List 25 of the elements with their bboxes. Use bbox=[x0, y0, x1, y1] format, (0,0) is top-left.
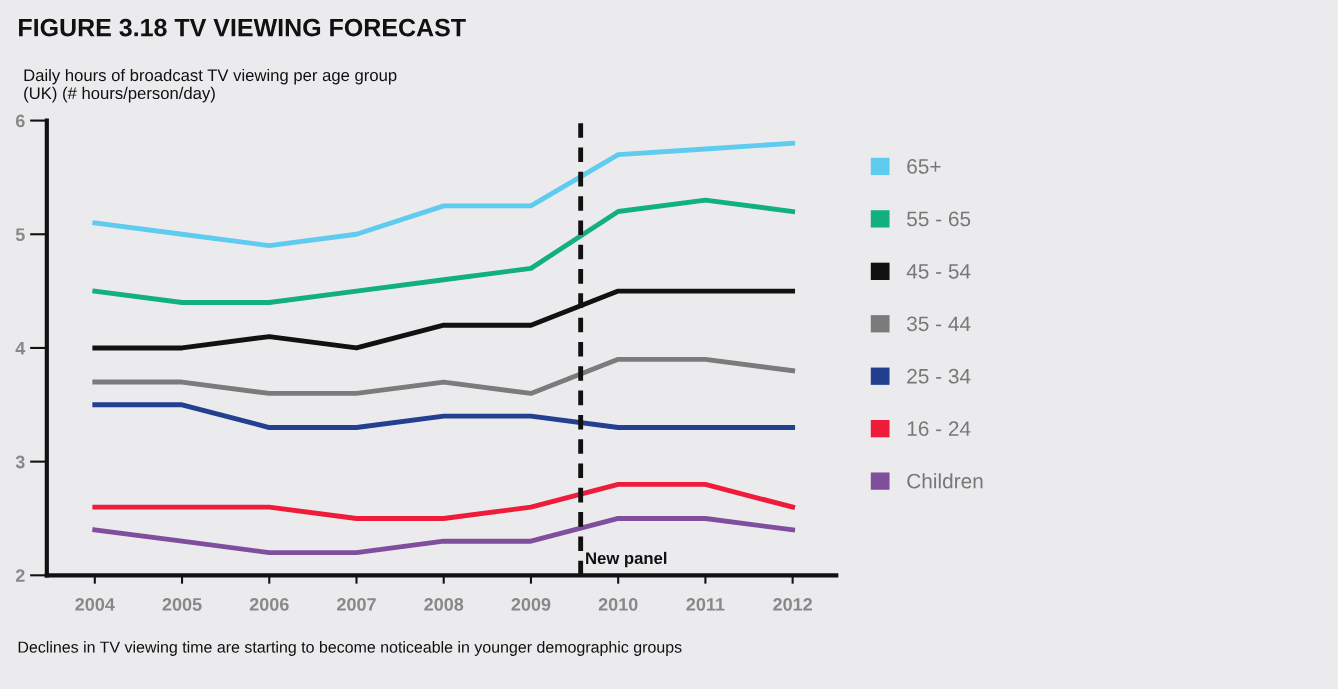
ref-line-label: New panel bbox=[586, 551, 667, 568]
legend-label: 25 - 34 bbox=[907, 368, 971, 384]
text: Declines in TV viewing time are starting to become noticeable in younger demographic groups bbox=[18, 641, 682, 656]
legend-label: 45 - 54 bbox=[906, 264, 971, 279]
legend-label: 55 - 65 bbox=[907, 211, 971, 227]
x-tick-label: 2007 bbox=[337, 598, 376, 611]
legend-label: 16 - 24 bbox=[907, 421, 971, 437]
y-tick-label: 5 bbox=[15, 228, 25, 241]
y-tick-label: 4 bbox=[15, 342, 26, 355]
x-tick-label: 2004 bbox=[75, 598, 115, 611]
legend-label: Children bbox=[907, 473, 983, 489]
x-tick-label: 2005 bbox=[162, 598, 202, 611]
x-tick-label: 2009 bbox=[511, 598, 551, 611]
x-tick-label: 2011 bbox=[686, 598, 725, 611]
legend-label: 35 - 44 bbox=[907, 316, 971, 332]
chart-title: FIGURE 3.18 TV VIEWING FORECAST bbox=[19, 18, 466, 37]
x-tick-label: 2012 bbox=[773, 598, 812, 611]
y-tick-label: 3 bbox=[15, 455, 25, 469]
y-tick-label: 6 bbox=[15, 114, 25, 128]
y-tick-label: 2 bbox=[15, 569, 25, 582]
x-tick-label: 2010 bbox=[598, 598, 638, 611]
x-tick-label: 2006 bbox=[249, 598, 289, 611]
legend-label: 65+ bbox=[907, 159, 941, 174]
y-axis-title: Daily hours of broadcast TV viewing per age group (UK) (# hours/person/day) bbox=[24, 68, 397, 103]
x-tick-label: 2008 bbox=[424, 598, 464, 611]
